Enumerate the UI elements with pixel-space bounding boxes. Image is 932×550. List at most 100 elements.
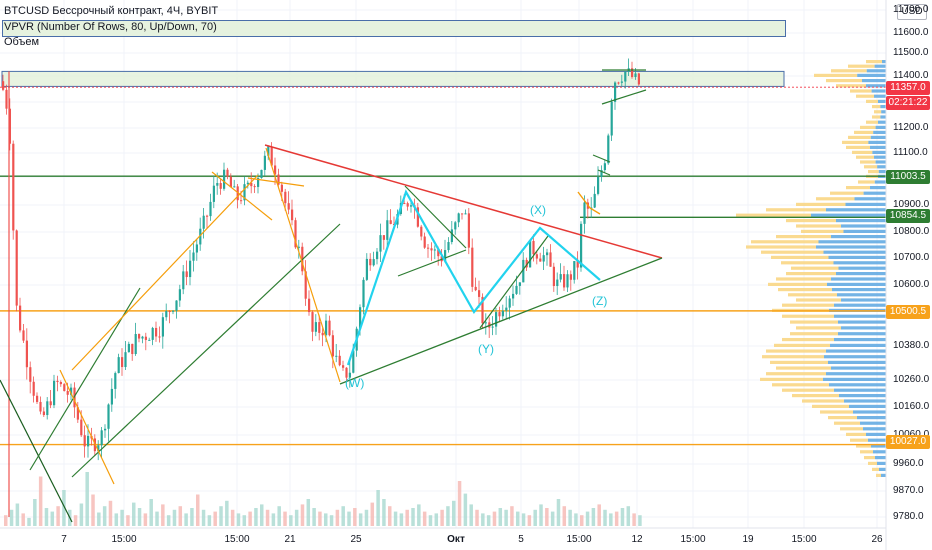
vpvr-bar-down-27 bbox=[854, 197, 886, 201]
volume-bar-60 bbox=[353, 508, 357, 526]
candle-body-170 bbox=[580, 223, 583, 268]
volume-bar-89 bbox=[521, 513, 526, 526]
volume-bar-88 bbox=[516, 511, 520, 526]
volume-bar-53 bbox=[312, 508, 316, 526]
candle-body-186 bbox=[634, 73, 637, 78]
volume-bar-69 bbox=[405, 509, 409, 526]
volume-bar-32 bbox=[190, 508, 194, 526]
vpvr-bar-down-68 bbox=[860, 421, 886, 425]
candle-body-31 bbox=[107, 404, 110, 429]
candle-body-123 bbox=[420, 226, 423, 237]
candle-body-153 bbox=[522, 259, 525, 283]
vpvr-bar-up-41 bbox=[786, 272, 836, 276]
candle-body-175 bbox=[597, 176, 600, 194]
volume-bar-36 bbox=[213, 511, 217, 526]
candle-body-180 bbox=[614, 82, 617, 102]
candle-body-103 bbox=[352, 350, 355, 373]
candle-body-87 bbox=[297, 246, 300, 248]
vpvr-bar-up-28 bbox=[796, 202, 846, 206]
currency-button[interactable]: USD bbox=[897, 4, 927, 20]
candle-body-131 bbox=[447, 242, 450, 251]
green-flag-f bbox=[592, 154, 611, 163]
candle-body-171 bbox=[583, 202, 586, 224]
candle-body-179 bbox=[610, 101, 613, 136]
vpvr-indicator-box[interactable] bbox=[2, 20, 786, 37]
volume-bar-84 bbox=[492, 511, 497, 526]
candle-body-50 bbox=[172, 310, 175, 312]
vpvr-bar-down-49 bbox=[834, 314, 886, 318]
candle-body-90 bbox=[308, 298, 311, 313]
candle-body-33 bbox=[114, 373, 117, 389]
vpvr-bar-up-35 bbox=[751, 240, 819, 244]
vpvr-bar-down-73 bbox=[873, 450, 886, 454]
volume-bar-102 bbox=[597, 504, 601, 526]
volume-bar-19 bbox=[114, 513, 119, 526]
volume-bar-23 bbox=[137, 508, 142, 526]
time-tick-6: 5 bbox=[518, 534, 524, 545]
volume-bar-97 bbox=[568, 509, 572, 526]
candle-body-156 bbox=[532, 240, 535, 255]
candle-body-163 bbox=[556, 279, 559, 287]
trend-line-a bbox=[0, 379, 73, 523]
vpvr-bar-down-35 bbox=[818, 240, 886, 244]
volume-bar-15 bbox=[91, 494, 95, 526]
candle-body-183 bbox=[624, 71, 627, 82]
vpvr-bar-down-10 bbox=[881, 110, 886, 114]
price-tag-1: 02:21:22 bbox=[886, 96, 930, 110]
candle-body-152 bbox=[518, 282, 521, 286]
candle-body-65 bbox=[223, 169, 226, 189]
vpvr-bar-up-1 bbox=[848, 64, 875, 68]
vpvr-bar-down-4 bbox=[862, 79, 886, 83]
vpvr-bar-up-70 bbox=[846, 432, 866, 436]
candle-body-67 bbox=[229, 176, 232, 188]
vpvr-bar-down-46 bbox=[841, 298, 886, 302]
vpvr-bar-up-47 bbox=[782, 303, 834, 307]
vpvr-bar-down-6 bbox=[871, 89, 886, 93]
green-flag-c bbox=[479, 235, 549, 329]
volume-bar-78 bbox=[457, 481, 462, 526]
vpvr-bar-up-36 bbox=[746, 245, 816, 249]
vpvr-bar-down-22 bbox=[878, 170, 886, 174]
vpvr-bar-down-47 bbox=[834, 303, 886, 307]
candle-body-48 bbox=[165, 311, 168, 318]
time-tick-7: 15:00 bbox=[566, 534, 592, 545]
volume-bar-54 bbox=[318, 511, 322, 526]
candle-body-30 bbox=[104, 428, 107, 431]
candle-body-157 bbox=[535, 254, 538, 259]
vpvr-bar-up-7 bbox=[856, 94, 874, 98]
vpvr-bar-up-74 bbox=[864, 456, 875, 460]
volume-indicator-label[interactable]: Объем bbox=[4, 36, 40, 48]
candle-body-165 bbox=[563, 274, 566, 288]
candle-body-135 bbox=[461, 213, 464, 215]
resistance-zone bbox=[1, 70, 785, 87]
vpvr-bar-down-50 bbox=[838, 320, 886, 324]
candle-body-94 bbox=[321, 332, 324, 336]
vpvr-bar-down-54 bbox=[830, 343, 886, 347]
volume-bar-59 bbox=[347, 511, 351, 526]
wave-polyline bbox=[346, 189, 601, 366]
candle-body-164 bbox=[559, 274, 562, 280]
candle-body-84 bbox=[287, 203, 290, 210]
vpvr-bar-up-24 bbox=[858, 180, 875, 184]
candle-body-125 bbox=[427, 247, 430, 249]
vpvr-bar-down-45 bbox=[837, 293, 886, 297]
time-tick-9: 15:00 bbox=[680, 534, 706, 545]
vpvr-indicator-label[interactable]: VPVR (Number Of Rows, 80, Up/Down, 70) bbox=[4, 21, 217, 33]
vpvr-bar-up-49 bbox=[782, 314, 834, 318]
candle-body-15 bbox=[53, 380, 56, 406]
vpvr-bar-down-67 bbox=[857, 416, 886, 420]
small-orange-flag bbox=[577, 191, 601, 215]
price-tag-3: 10854.5 bbox=[886, 209, 930, 223]
volume-bar-9 bbox=[56, 506, 60, 526]
candle-body-36 bbox=[124, 352, 127, 368]
volume-bar-86 bbox=[504, 509, 508, 526]
candle-body-82 bbox=[280, 184, 283, 192]
candle-body-14 bbox=[49, 401, 52, 406]
candle-body-89 bbox=[304, 271, 307, 299]
candle-body-59 bbox=[202, 215, 205, 229]
volume-bar-37 bbox=[219, 506, 223, 526]
volume-bar-20 bbox=[120, 509, 124, 526]
candle-body-105 bbox=[359, 307, 362, 329]
